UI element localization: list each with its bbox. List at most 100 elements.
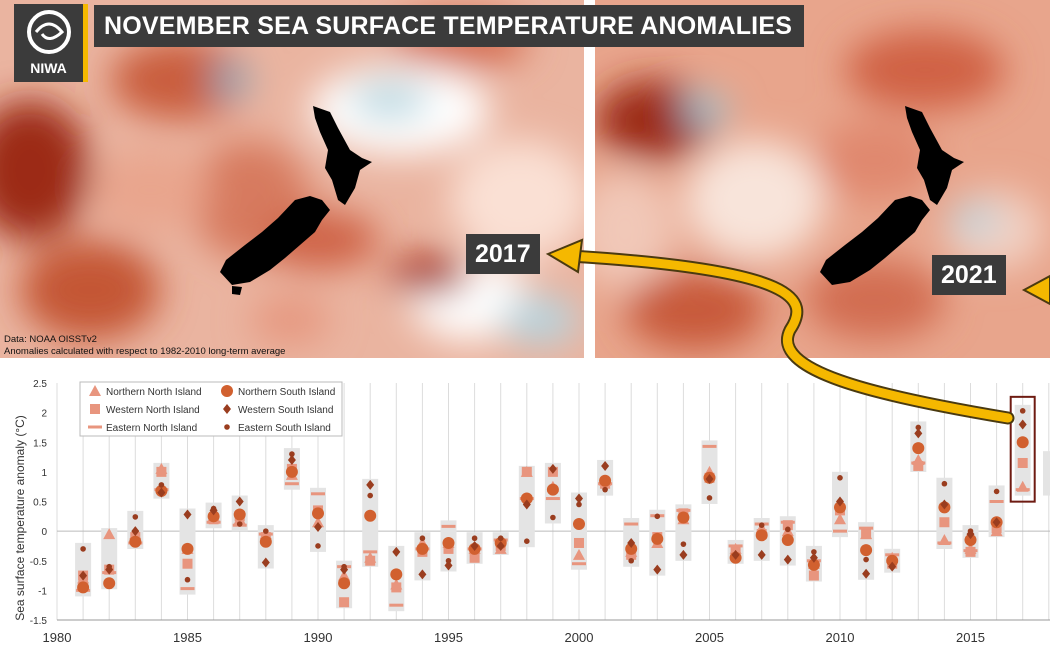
point-dot — [471, 535, 478, 542]
point-circle — [416, 542, 429, 555]
legend-marker-diamond — [223, 404, 231, 414]
x-tick-label: 2010 — [826, 630, 855, 645]
x-tick-label: 1985 — [173, 630, 202, 645]
point-triangle — [103, 528, 116, 540]
point-diamond — [183, 509, 192, 520]
point-square — [861, 529, 872, 540]
point-circle — [259, 535, 272, 548]
legend-box — [79, 381, 343, 437]
point-circle — [390, 568, 403, 581]
y-tick-label: 2.5 — [33, 379, 47, 390]
point-dot — [210, 505, 217, 512]
point-dash — [728, 544, 743, 548]
point-dot — [811, 549, 817, 555]
point-circle — [807, 558, 820, 571]
legend-marker-square — [90, 404, 100, 414]
point-dot — [628, 557, 634, 564]
point-diamond — [522, 499, 531, 510]
page-title: NOVEMBER SEA SURFACE TEMPERATURE ANOMALI… — [94, 5, 805, 47]
point-dot — [706, 495, 713, 501]
point-dot — [863, 556, 869, 563]
x-tick-label: 1995 — [434, 630, 463, 645]
sst-anomaly-chart: -1.5 -1 -0.5 0 0.5 1 1.5 2 2.5 1980 1985 1990 1995 20… — [13, 379, 1050, 645]
point-circle — [755, 529, 768, 542]
point-circle — [573, 518, 585, 531]
y-tick-label: -1.5 — [30, 616, 48, 627]
sst-map-2017 — [0, 0, 584, 358]
point-dot — [524, 538, 530, 544]
point-circle — [77, 581, 90, 594]
point-circle — [233, 508, 246, 521]
point-diamond — [444, 560, 453, 571]
point-dash — [1015, 488, 1030, 492]
point-dot — [263, 528, 269, 534]
point-dot — [941, 480, 948, 487]
point-dot — [367, 492, 374, 499]
point-dash — [624, 522, 639, 526]
point-dot — [576, 501, 582, 508]
y-tick-label: -0.5 — [30, 557, 48, 568]
point-circle — [912, 442, 925, 455]
point-dash — [989, 500, 1004, 503]
point-dash — [833, 529, 847, 533]
point-dash — [911, 461, 926, 465]
point-circle — [285, 465, 298, 478]
point-diamond — [627, 537, 636, 548]
point-dot — [80, 546, 86, 552]
point-dot — [393, 549, 400, 555]
point-square — [808, 570, 819, 581]
point-dash — [180, 587, 195, 591]
point-dot — [993, 488, 1000, 495]
range-bar — [362, 478, 379, 567]
point-dot — [132, 514, 139, 520]
year-label-2021: 2021 — [932, 255, 1006, 295]
point-dot — [419, 535, 426, 542]
point-diamond — [470, 540, 479, 551]
point-dot — [1019, 408, 1026, 414]
point-diamond — [940, 499, 949, 510]
range-bar — [571, 492, 587, 570]
legend-marker-triangle — [89, 385, 101, 396]
point-circle — [1016, 436, 1029, 449]
chart-marks — [76, 395, 1036, 608]
x-tick-label: 2000 — [565, 630, 594, 645]
y-axis-label: Sea surface temperature anomaly (°C) — [13, 415, 27, 621]
point-dot — [315, 543, 321, 549]
point-diamond — [653, 564, 662, 575]
point-dot — [289, 451, 295, 457]
point-circle — [520, 492, 533, 505]
point-dot — [680, 541, 687, 547]
point-diamond — [496, 540, 505, 551]
point-diamond — [79, 570, 88, 581]
point-dash — [572, 562, 586, 566]
point-circle — [103, 577, 116, 590]
anomaly-baseline-note: Anomalies calculated with respect to 198… — [4, 346, 286, 357]
point-circle — [442, 536, 455, 549]
point-dot — [967, 528, 974, 534]
point-dash — [780, 520, 795, 524]
point-diamond — [575, 493, 583, 504]
point-dash — [311, 492, 325, 496]
point-circle — [781, 534, 794, 547]
sst-map-2021 — [595, 0, 1050, 358]
legend-marker-dot — [224, 424, 230, 430]
point-diamond — [131, 526, 140, 537]
point-dot — [785, 526, 791, 533]
chart-axes: -1.5 -1 -0.5 0 0.5 1 1.5 2 2.5 1980 1985 1990 1995 20… — [30, 379, 1050, 645]
point-dash — [545, 497, 560, 501]
point-diamond — [235, 496, 244, 507]
point-dot — [550, 514, 556, 521]
point-circle — [129, 535, 142, 548]
point-diamond — [1018, 419, 1027, 430]
legend-label: Western North Island — [106, 405, 200, 416]
point-diamond — [862, 568, 871, 579]
point-dash — [859, 526, 874, 530]
point-square — [939, 517, 950, 528]
point-triangle — [573, 548, 585, 560]
point-circle — [599, 474, 612, 487]
y-tick-label: -1 — [38, 586, 47, 597]
point-circle — [964, 534, 977, 547]
year-label-2017: 2017 — [466, 234, 540, 274]
point-square — [913, 460, 924, 471]
point-circle — [677, 511, 690, 524]
